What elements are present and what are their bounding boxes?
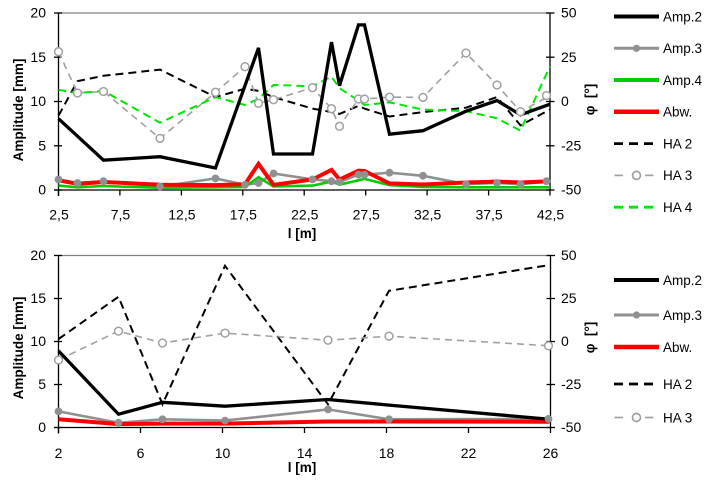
svg-text:20: 20 bbox=[30, 5, 46, 21]
svg-text:Amp.2: Amp.2 bbox=[663, 9, 702, 24]
svg-text:42,5: 42,5 bbox=[537, 206, 564, 222]
svg-text:15: 15 bbox=[30, 290, 46, 306]
svg-text:Amp.3: Amp.3 bbox=[663, 41, 702, 56]
svg-text:l [m]: l [m] bbox=[288, 460, 317, 475]
svg-text:5: 5 bbox=[38, 137, 46, 153]
svg-text:HA 2: HA 2 bbox=[663, 377, 692, 392]
svg-text:Amp.3: Amp.3 bbox=[663, 308, 702, 323]
svg-text:2,5: 2,5 bbox=[49, 206, 69, 222]
svg-text:φ [°]: φ [°] bbox=[583, 322, 598, 354]
svg-text:20: 20 bbox=[30, 247, 46, 263]
svg-text:37,5: 37,5 bbox=[475, 206, 502, 222]
svg-text:0: 0 bbox=[38, 419, 46, 435]
svg-text:14: 14 bbox=[297, 445, 313, 461]
svg-text:0: 0 bbox=[561, 93, 569, 109]
svg-text:18: 18 bbox=[379, 445, 395, 461]
svg-text:10: 10 bbox=[30, 93, 46, 109]
svg-text:12,5: 12,5 bbox=[168, 206, 195, 222]
svg-text:5: 5 bbox=[38, 376, 46, 392]
svg-text:25: 25 bbox=[561, 290, 577, 306]
svg-text:50: 50 bbox=[561, 247, 577, 263]
svg-text:Amplitude [mm]: Amplitude [mm] bbox=[11, 59, 26, 162]
svg-text:15: 15 bbox=[30, 49, 46, 65]
svg-text:Abw.: Abw. bbox=[663, 340, 692, 355]
svg-text:2: 2 bbox=[55, 445, 63, 461]
svg-text:Amplitude [mm]: Amplitude [mm] bbox=[11, 297, 26, 400]
svg-text:Amp.2: Amp.2 bbox=[663, 273, 702, 288]
svg-text:0: 0 bbox=[561, 333, 569, 349]
svg-text:-25: -25 bbox=[561, 376, 581, 392]
svg-text:7,5: 7,5 bbox=[111, 206, 131, 222]
svg-text:HA 2: HA 2 bbox=[663, 136, 692, 151]
svg-text:10: 10 bbox=[215, 445, 231, 461]
svg-text:26: 26 bbox=[543, 445, 559, 461]
svg-text:27,5: 27,5 bbox=[353, 206, 380, 222]
svg-text:Amp.4: Amp.4 bbox=[663, 73, 703, 88]
svg-text:10: 10 bbox=[30, 333, 46, 349]
svg-text:Abw.: Abw. bbox=[663, 105, 692, 120]
svg-text:l [m]: l [m] bbox=[288, 226, 317, 241]
svg-text:HA 4: HA 4 bbox=[663, 200, 693, 215]
svg-text:-50: -50 bbox=[561, 182, 581, 198]
svg-text:32,5: 32,5 bbox=[414, 206, 441, 222]
svg-text:0: 0 bbox=[38, 182, 46, 198]
svg-text:25: 25 bbox=[561, 49, 577, 65]
svg-text:17,5: 17,5 bbox=[230, 206, 257, 222]
svg-text:6: 6 bbox=[137, 445, 145, 461]
svg-text:22,5: 22,5 bbox=[291, 206, 318, 222]
svg-text:-50: -50 bbox=[561, 419, 581, 435]
svg-text:φ [°]: φ [°] bbox=[583, 84, 598, 116]
svg-text:-25: -25 bbox=[561, 137, 581, 153]
svg-text:HA 3: HA 3 bbox=[663, 410, 692, 425]
svg-text:22: 22 bbox=[461, 445, 477, 461]
svg-text:HA 3: HA 3 bbox=[663, 168, 692, 183]
svg-text:50: 50 bbox=[561, 5, 577, 21]
